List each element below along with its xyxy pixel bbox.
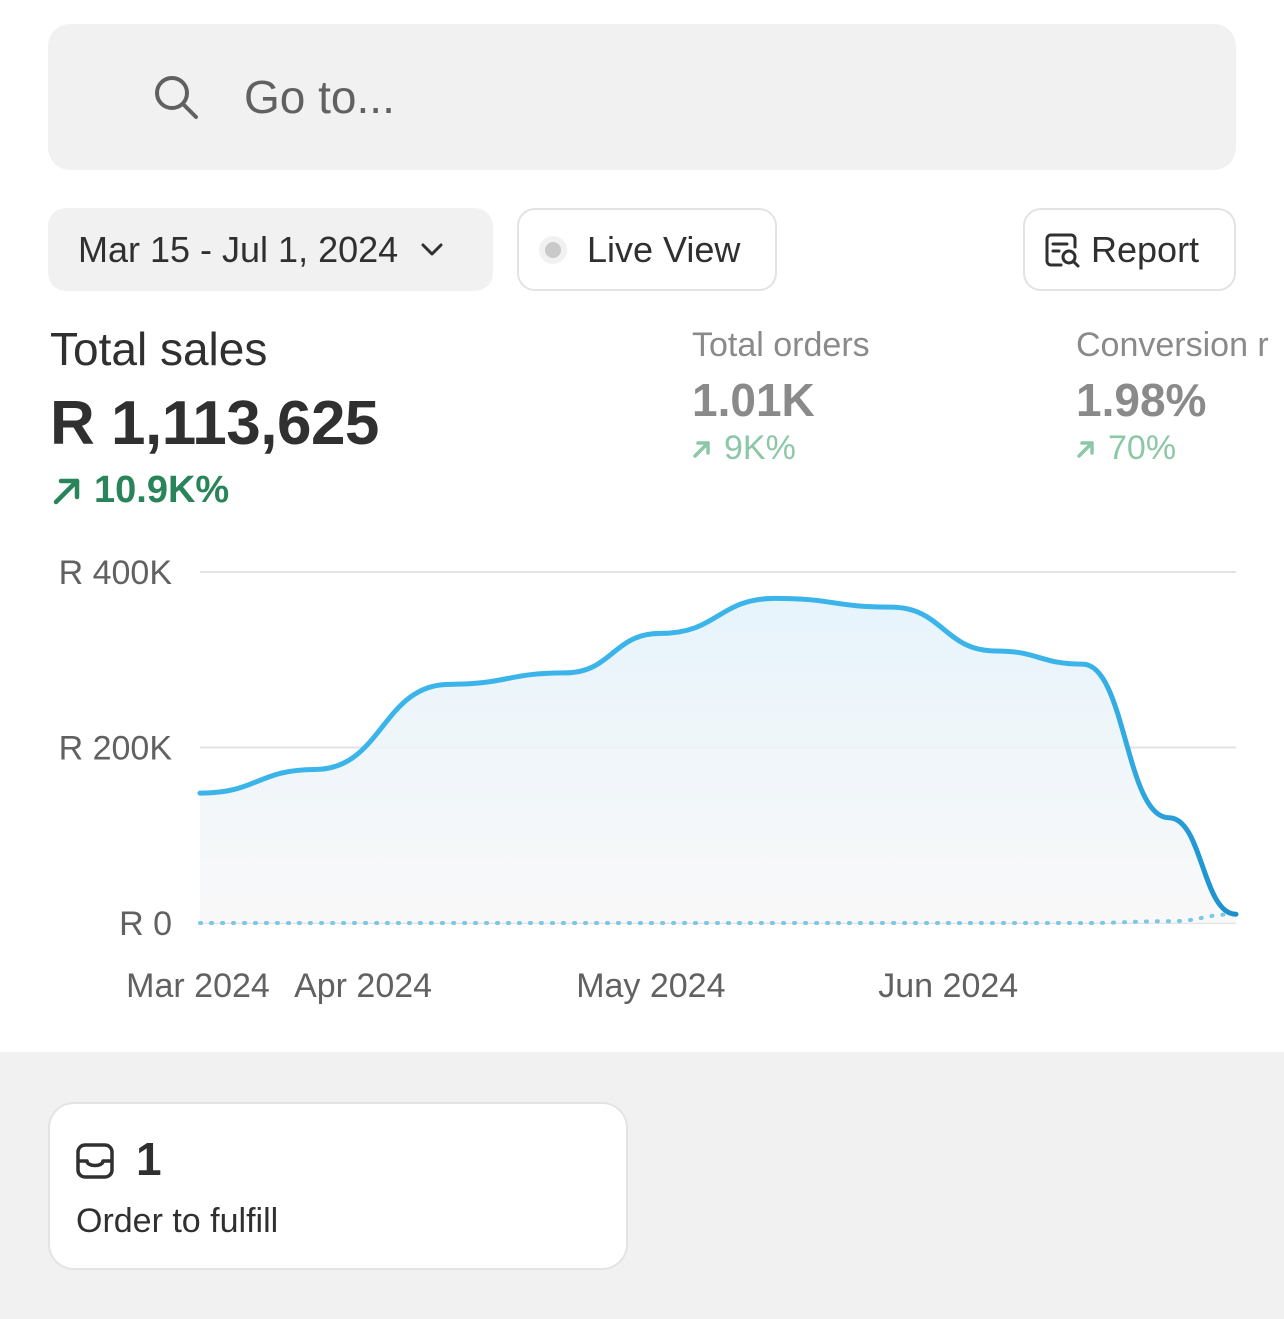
comparison-series-line [198,912,1238,926]
metric-change: 10.9K% [50,469,379,512]
metric-label: Conversion r [1076,326,1269,364]
todo-count: 1 [136,1133,162,1185]
orders-to-fulfill-card[interactable]: 1 Order to fulfill [48,1102,628,1270]
arrow-up-right-icon [53,478,80,504]
x-tick-label: Mar 2024 [126,967,270,1005]
search-placeholder: Go to... [244,71,395,123]
x-tick-label: May 2024 [576,967,725,1005]
metric-change-value: 70% [1108,429,1177,467]
search-bar[interactable]: Go to... [48,24,1236,170]
metric-conversion[interactable]: Conversion r 1.98% 70% [1076,326,1269,468]
metric-value: R 1,113,625 [50,389,379,458]
metric-change-value: 9K% [724,429,796,467]
metric-value: 1.01K [692,374,815,426]
metric-total-orders[interactable]: Total orders 1.01K 9K% [692,326,870,468]
sales-chart[interactable]: R 400K R 200K R 0 Mar 2024 Apr 2024 May 2024… [0,540,1284,1030]
search-icon [155,76,198,119]
report-icon [1045,233,1080,267]
x-tick-label: Jun 2024 [878,967,1018,1005]
live-view-label: Live View [587,228,741,270]
metric-change-value: 10.9K% [94,469,230,511]
metric-label: Total orders [692,326,870,364]
x-tick-label: Apr 2024 [294,967,432,1005]
bottom-panel: 1 Order to fulfill [0,1052,1284,1319]
report-label: Report [1091,228,1200,270]
y-tick-label: R 400K [59,554,173,592]
y-tick-label: R 0 [119,905,172,943]
arrow-up-right-icon [1077,440,1094,458]
metric-value: 1.98% [1076,374,1207,426]
date-range-button[interactable]: Mar 15 - Jul 1, 2024 [48,208,493,291]
arrow-up-right-icon [693,440,710,458]
live-view-button[interactable]: Live View [517,208,777,291]
status-dot-icon [539,235,567,264]
date-range-label: Mar 15 - Jul 1, 2024 [78,228,399,270]
metric-change: 70% [1076,429,1269,468]
metric-label: Total sales [50,323,268,375]
sales-area [200,598,1236,923]
inbox-icon [76,1143,114,1179]
metric-total-sales[interactable]: Total sales R 1,113,625 10.9K% [50,322,379,512]
y-tick-label: R 200K [59,730,173,768]
sales-series-line [197,595,1239,917]
todo-label: Order to fulfill [76,1202,279,1240]
chevron-down-icon [421,243,443,255]
report-button[interactable]: Report [1023,208,1236,291]
metric-change: 9K% [692,429,870,468]
